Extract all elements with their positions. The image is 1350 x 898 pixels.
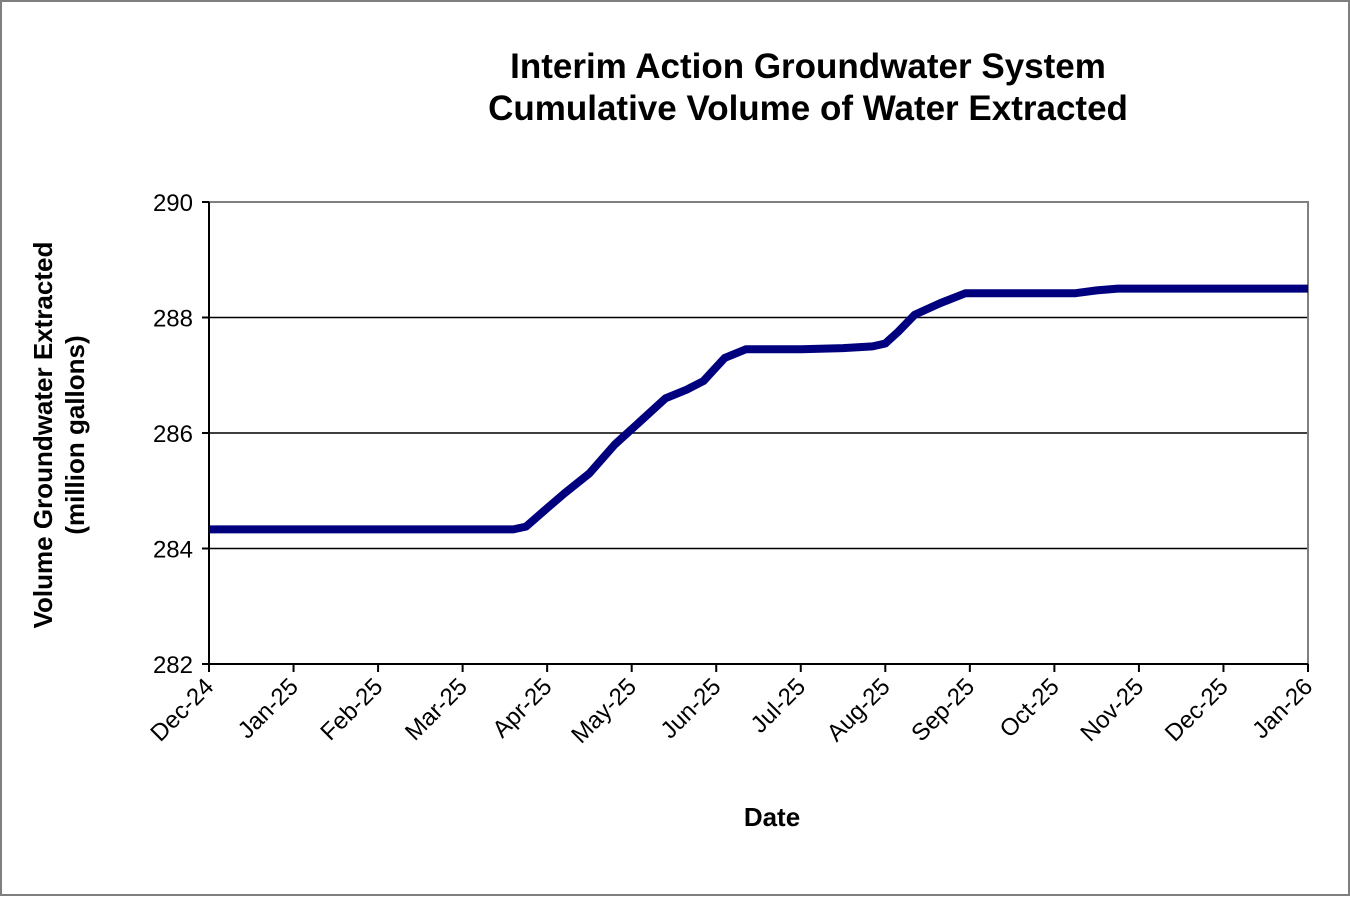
y-axis-title-line-1: Volume Groundwater Extracted <box>28 242 58 629</box>
x-tick-label: Nov-25 <box>1075 673 1149 747</box>
chart-title-line-1: Interim Action Groundwater System <box>510 47 1106 86</box>
x-tick-label: Sep-25 <box>906 673 980 747</box>
y-tick-label: 282 <box>153 652 193 679</box>
x-tick-label: Jul-25 <box>746 673 811 738</box>
y-tick-label: 290 <box>153 190 193 217</box>
series-layer <box>209 284 1308 534</box>
x-tick-label: Jan-25 <box>233 673 304 744</box>
x-axis: Dec-24 Jan-25 Feb-25 Mar-25 Apr-25 May-25 Jun-… <box>145 664 1318 749</box>
x-tick-label: Dec-24 <box>145 673 219 747</box>
series-line-0 <box>209 284 1308 534</box>
x-tick-label: May-25 <box>566 673 642 749</box>
chart-title-line-2: Cumulative Volume of Water Extracted <box>488 89 1128 128</box>
y-axis: 282 284 286 288 290 <box>153 190 209 679</box>
x-tick-label: Apr-25 <box>487 673 557 743</box>
y-tick-label: 288 <box>153 306 193 333</box>
x-tick-label: Jun-25 <box>655 673 726 744</box>
x-tick-label: Oct-25 <box>995 673 1065 743</box>
y-axis-title-line-2: (million gallons) <box>60 335 90 534</box>
y-tick-label: 284 <box>153 537 193 564</box>
x-tick-label: Jan-26 <box>1247 673 1318 744</box>
x-tick-label: Feb-25 <box>315 673 388 746</box>
y-tick-label: 286 <box>153 421 193 448</box>
gridlines <box>209 201 1308 550</box>
x-tick-label: Mar-25 <box>400 673 473 746</box>
x-tick-label: Aug-25 <box>822 673 896 747</box>
x-tick-label: Dec-25 <box>1160 673 1234 747</box>
x-axis-title: Date <box>744 802 800 832</box>
